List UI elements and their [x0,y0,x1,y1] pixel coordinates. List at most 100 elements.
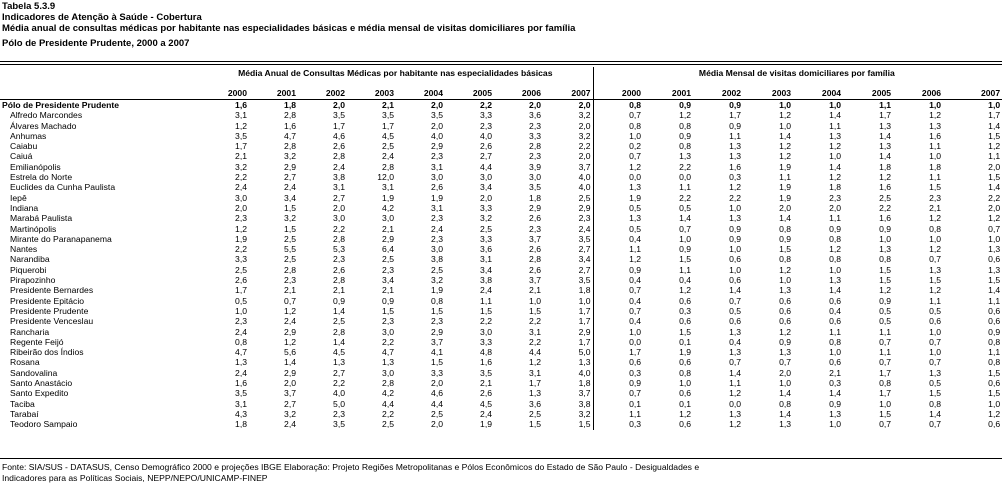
visitas-year-header: 2002 [693,79,744,100]
visitas-cell: 2,2 [879,202,892,213]
visitas-cell: 1,4 [879,130,892,141]
consultas-cell: 2,0 [333,100,345,110]
consultas-cell: 1,8 [529,192,541,203]
consultas-cell: 4,6 [431,388,443,399]
consultas-cell: 2,3 [431,233,443,244]
table-row: Pirapozinho 2,6 2,3 2,8 3,4 3,2 3,8 3,7 3,5 0,4 0,… [0,275,1002,286]
consultas-cell: 3,6 [529,110,541,121]
visitas-cell: 2,0 [779,202,792,213]
consultas-cell: 2,7 [333,192,345,203]
visitas-cell: 1,1 [679,264,692,275]
visitas-cell: 2,0 [829,202,842,213]
table-row: Tarabaí 4,3 3,2 2,3 2,2 2,5 2,4 2,5 3,2 1,1 1,2 1,3… [0,408,1002,420]
consultas-cell: 1,4 [333,305,345,316]
visitas-cell: 0,5 [929,378,942,389]
table-title: Média anual de consultas médicas por hab… [2,23,576,34]
visitas-cell: 1,5 [879,264,892,275]
visitas-cell: 1,1 [988,347,1001,358]
visitas-cell: 0,1 [679,336,692,347]
visitas-cell: 1,1 [988,151,1001,162]
consultas-cell: 2,7 [284,172,296,183]
visitas-cell: 1,2 [592,254,644,265]
row-name: Estrela do Norte [10,172,73,183]
consultas-cell: 3,0 [480,172,492,183]
consultas-cell: 1,9 [480,419,492,430]
visitas-cell: 1,0 [929,151,942,162]
visitas-cell: 1,2 [779,264,792,275]
consultas-cell: 2,1 [529,285,541,296]
consultas-cell: 3,7 [578,388,591,399]
visitas-cell: 0,8 [829,254,842,265]
consultas-cell: 2,8 [333,151,345,162]
consultas-cell: 1,6 [284,120,296,131]
visitas-cell: 1,2 [779,141,792,152]
consultas-cell: 2,2 [578,141,591,152]
consultas-cell: 3,3 [480,202,492,213]
consultas-cell: 2,3 [235,213,247,224]
consultas-cell: 2,4 [235,326,247,337]
visitas-cell: 1,5 [779,244,792,255]
consultas-cell: 3,4 [480,264,492,275]
visitas-year-header: 2007 [943,79,1002,100]
consultas-cell: 1,9 [382,192,394,203]
consultas-cell: 1,5 [431,305,443,316]
bottom-rule [0,458,1002,459]
table-row: Caiabu 1,7 2,8 2,6 2,5 2,9 2,6 2,8 2,2 0,2 0,8 1,3 1… [0,141,1002,152]
visitas-cell: 0,7 [592,151,644,162]
visitas-cell: 1,3 [729,347,742,358]
consultas-cell: 2,4 [382,151,394,162]
table-row: Teodoro Sampaio 1,8 2,4 3,5 2,5 2,0 1,9 1,5 1,5 0… [0,419,1002,430]
visitas-cell: 0,7 [929,336,942,347]
top-rule-2 [0,64,1002,65]
visitas-cell: 1,0 [929,233,942,244]
consultas-cell: 2,0 [578,120,591,131]
consultas-cell: 0,7 [284,295,296,306]
consultas-cell: 1,5 [529,305,541,316]
consultas-cell: 2,5 [235,264,247,275]
visitas-year-header: 2003 [743,79,794,100]
visitas-cell: 1,2 [929,285,942,296]
consultas-cell: 2,5 [529,408,541,419]
consultas-year-header: 2003 [347,79,396,100]
consultas-cell: 3,5 [529,182,541,193]
consultas-cell: 2,4 [333,161,345,172]
visitas-cell: 2,2 [679,192,692,203]
visitas-cell: 0,9 [679,244,692,255]
table-row: Caiuá 2,1 3,2 2,8 2,4 2,3 2,7 2,3 2,0 0,7 1,3 1,3 1,… [0,151,1002,162]
visitas-cell: 1,1 [829,213,842,224]
consultas-cell: 3,7 [529,275,541,286]
visitas-cell: 1,8 [879,161,892,172]
visitas-cell: 0,7 [592,285,644,296]
consultas-cell: 3,4 [578,254,591,265]
visitas-cell: 1,3 [729,408,742,419]
table-row: Rosana 1,3 1,4 1,3 1,3 1,5 1,6 1,2 1,3 0,6 0,6 0,7 0… [0,357,1002,368]
consultas-cell: 2,4 [284,316,296,327]
consultas-cell: 2,5 [333,316,345,327]
visitas-cell: 1,6 [879,182,892,193]
visitas-cell: 0,5 [879,316,892,327]
visitas-cell: 1,1 [592,244,644,255]
visitas-cell: 1,2 [729,388,742,399]
consultas-cell: 3,5 [578,233,591,244]
visitas-cell: 1,3 [779,347,792,358]
consultas-cell: 12,0 [377,172,394,183]
consultas-cell: 2,5 [284,233,296,244]
consultas-cell: 2,4 [480,408,492,419]
consultas-cell: 4,0 [431,130,443,141]
visitas-cell: 1,1 [988,295,1001,306]
row-name: Emilianópolis [10,161,61,172]
consultas-cell: 2,2 [529,336,541,347]
visitas-cell: 0,0 [592,336,644,348]
row-name: Presidente Prudente [10,305,89,316]
visitas-cell: 1,5 [879,408,892,419]
visitas-cell: 0,7 [592,388,644,399]
visitas-cell: 1,4 [779,388,792,399]
visitas-cell: 1,5 [988,388,1001,399]
visitas-cell: 1,8 [929,161,942,172]
consultas-cell: 2,8 [382,161,394,172]
visitas-cell: 1,3 [779,285,792,296]
visitas-cell: 0,9 [729,120,742,131]
consultas-cell: 2,0 [578,151,591,162]
consultas-cell: 3,8 [480,275,492,286]
visitas-cell: 1,4 [779,408,792,419]
